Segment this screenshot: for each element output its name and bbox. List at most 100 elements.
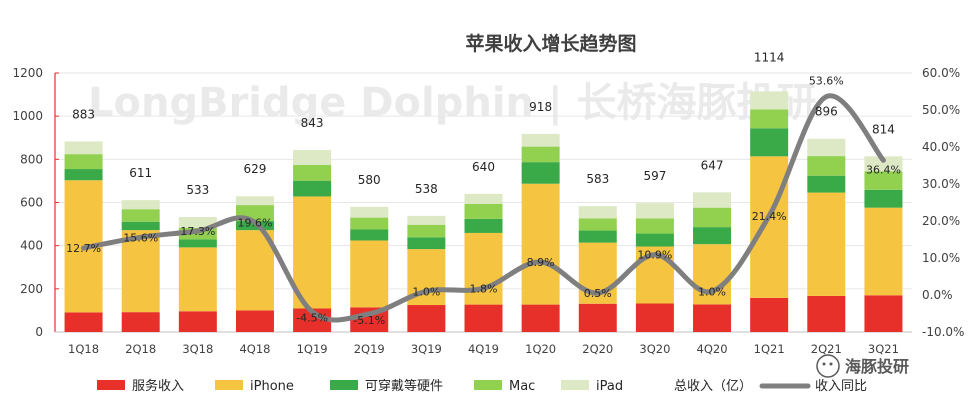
bar-segment — [864, 207, 903, 296]
y2-tick-label: 20.0% — [922, 214, 960, 228]
bar-stack — [864, 156, 903, 332]
bar-segment — [693, 227, 732, 245]
y2-tick-label: 60.0% — [922, 66, 960, 80]
yoy-label: 53.6% — [809, 75, 844, 88]
bar-segment — [864, 156, 903, 172]
bar-segment — [407, 305, 446, 332]
bar-segment — [178, 239, 217, 248]
bar-segment — [293, 164, 332, 181]
x-tick-label: 2Q21 — [811, 342, 842, 356]
bar-segment — [407, 215, 446, 225]
y2-tick-label: -10.0% — [922, 325, 964, 339]
bar-segment — [807, 138, 846, 157]
x-tick-label: 1Q21 — [754, 342, 785, 356]
x-tick-label: 2Q19 — [354, 342, 385, 356]
bar-segment — [178, 216, 217, 228]
wechat-icon-eye-left — [822, 362, 826, 366]
yoy-label: 12.7% — [66, 242, 101, 255]
total-label: 843 — [301, 116, 324, 130]
total-label: 629 — [244, 162, 267, 176]
bar-segment — [121, 312, 160, 332]
yoy-label: 17.3% — [180, 225, 215, 238]
bar-stack — [807, 138, 846, 332]
bar-segment — [464, 218, 503, 233]
bar-segment — [635, 203, 674, 219]
y2-tick-label: 30.0% — [922, 177, 960, 191]
bar-segment — [521, 183, 560, 305]
total-label: 597 — [643, 169, 666, 183]
x-tick-label: 1Q18 — [68, 342, 99, 356]
yoy-label: -4.5% — [296, 312, 328, 325]
y2-tick-label: 0.0% — [922, 288, 953, 302]
bar-segment — [350, 217, 389, 230]
legend-swatch — [215, 380, 243, 390]
yoy-label: 0.5% — [584, 287, 612, 300]
x-tick-label: 2Q20 — [582, 342, 613, 356]
yoy-label: 8.9% — [527, 256, 555, 269]
bar-segment — [293, 180, 332, 197]
legend-label: 可穿戴等硬件 — [365, 378, 443, 394]
total-label: 640 — [472, 160, 495, 174]
bar-segment — [693, 192, 732, 208]
bar-stack — [407, 215, 446, 332]
bar-segment — [464, 193, 503, 204]
wechat-icon-eye-right — [829, 362, 833, 366]
bar-segment — [64, 141, 103, 155]
bar-stack — [750, 91, 789, 332]
x-tick-label: 2Q18 — [125, 342, 156, 356]
bar-stack — [64, 141, 103, 332]
bar-segment — [178, 247, 217, 312]
total-label: 580 — [358, 173, 381, 187]
x-tick-label: 4Q18 — [239, 342, 270, 356]
bar-segment — [521, 133, 560, 147]
x-tick-label: 3Q21 — [868, 342, 899, 356]
bar-stack — [293, 150, 332, 332]
bar-segment — [693, 304, 732, 332]
bar-segment — [521, 146, 560, 163]
yoy-label: 10.9% — [637, 249, 672, 262]
total-label: 896 — [815, 105, 838, 119]
bar-segment — [235, 310, 274, 332]
total-label: 647 — [701, 158, 724, 172]
bar-segment — [635, 218, 674, 234]
total-label: 918 — [529, 100, 552, 114]
x-tick-label: 3Q18 — [182, 342, 213, 356]
y-tick-label: 200 — [20, 282, 43, 296]
bar-segment — [407, 237, 446, 250]
bar-segment — [121, 200, 160, 210]
bar-stack — [521, 133, 560, 332]
bar-segment — [807, 295, 846, 332]
bar-segment — [121, 221, 160, 231]
bar-segment — [293, 308, 332, 332]
x-tick-label: 1Q20 — [525, 342, 556, 356]
total-label: 583 — [586, 172, 609, 186]
y2-tick-label: 50.0% — [922, 103, 960, 117]
y-tick-label: 1200 — [12, 66, 43, 80]
bar-segment — [635, 233, 674, 247]
bar-segment — [578, 230, 617, 243]
x-tick-label: 4Q19 — [468, 342, 499, 356]
legend-label: Mac — [509, 379, 535, 394]
legend-label: iPad — [596, 379, 623, 394]
legend-label: 服务收入 — [132, 378, 184, 394]
bar-segment — [521, 304, 560, 332]
watermark: LongBridge Dolphin | 长桥海豚投研 — [88, 80, 816, 127]
y-tick-label: 800 — [20, 152, 43, 166]
yoy-line-path — [81, 93, 886, 323]
bar-segment — [750, 297, 789, 332]
wechat-icon — [816, 354, 840, 378]
bar-segment — [521, 162, 560, 184]
legend-swatch — [97, 380, 125, 390]
y2-tick-label: 10.0% — [922, 251, 960, 265]
total-label: 611 — [129, 166, 152, 180]
bar-segment — [807, 192, 846, 296]
brand-logo: 海豚投研 — [816, 354, 909, 378]
x-tick-label: 3Q19 — [411, 342, 442, 356]
legend-swatch — [474, 380, 502, 390]
bar-segment — [464, 304, 503, 332]
bar-segment — [121, 209, 160, 222]
bar-segment — [578, 303, 617, 332]
yoy-label: 36.4% — [866, 163, 901, 176]
bar-segment — [750, 128, 789, 157]
